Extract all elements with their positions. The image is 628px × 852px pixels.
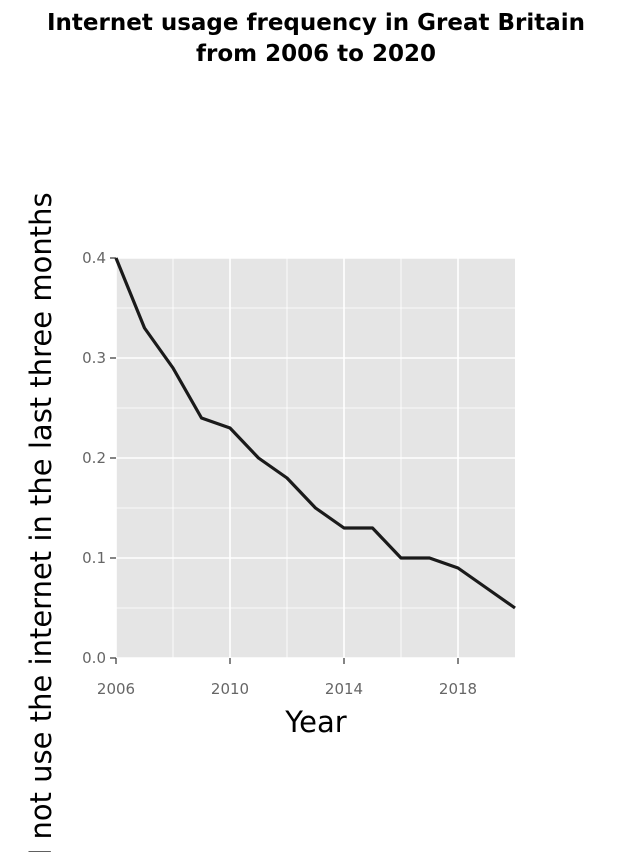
y-tick-label: 0.3	[82, 349, 106, 367]
x-tick-label: 2010	[211, 680, 249, 698]
chart-title-line-1: Internet usage frequency in Great Britai…	[47, 10, 585, 36]
y-axis-label: Did not use the internet in the last thr…	[24, 192, 58, 852]
y-tick-label: 0.1	[82, 549, 106, 567]
y-tick-label: 0.4	[82, 249, 106, 267]
gridlines	[115, 257, 515, 659]
x-tick-label: 2018	[439, 680, 477, 698]
x-tick-label: 2006	[97, 680, 135, 698]
y-tick-label: 0.0	[82, 649, 106, 667]
x-tick-label: 2014	[325, 680, 363, 698]
series-line	[114, 257, 516, 610]
chart-title-line-2: from 2006 to 2020	[196, 41, 436, 67]
axes: 0.0 0.1 0.2 0.3 0.4 2006 2010 2014 2018	[82, 249, 477, 698]
y-tick-label: 0.2	[82, 449, 106, 467]
x-axis-label: Year	[284, 705, 346, 739]
data-series	[114, 257, 516, 610]
